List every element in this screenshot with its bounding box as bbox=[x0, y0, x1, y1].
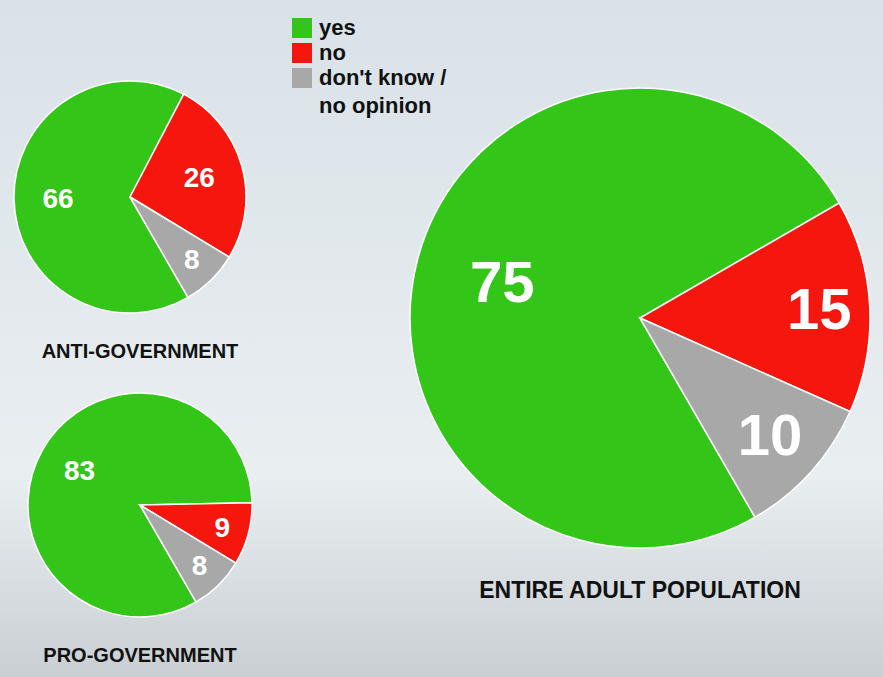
chart-canvas: 66 26 8 ANTI-GOVERNMENT yesnodon't know /no … bbox=[0, 0, 883, 677]
legend-swatch bbox=[292, 68, 312, 88]
chart-title: ENTIRE ADULT POPULATION bbox=[479, 577, 801, 603]
data-labels: 83 98 bbox=[64, 455, 230, 581]
legend-swatch bbox=[292, 43, 312, 63]
legend: yesnodon't know /no opinion bbox=[292, 15, 446, 118]
pie-slice bbox=[28, 393, 252, 617]
pie-chart bbox=[14, 81, 246, 313]
data-label: 15 bbox=[787, 276, 852, 341]
data-label: 26 bbox=[184, 162, 215, 193]
pie-slice bbox=[130, 197, 229, 297]
data-label: 9 bbox=[214, 512, 230, 543]
data-label: 8 bbox=[192, 550, 208, 581]
chart-title: PRO-GOVERNMENT bbox=[43, 644, 236, 666]
legend-swatch bbox=[292, 18, 312, 38]
data-labels: 75 15 10 bbox=[470, 249, 851, 468]
pie-chart bbox=[28, 393, 252, 617]
legend-label: don't know /no opinion bbox=[319, 65, 446, 118]
legend-label: no bbox=[319, 40, 346, 65]
data-label: 83 bbox=[64, 455, 95, 486]
chart-title: ANTI-GOVERNMENT bbox=[42, 340, 239, 362]
data-label: 75 bbox=[470, 249, 535, 314]
pie-chart bbox=[410, 88, 870, 548]
data-label: 10 bbox=[738, 402, 803, 467]
data-labels: 66 26 8 bbox=[43, 162, 215, 275]
legend-label: yes bbox=[319, 15, 356, 40]
data-label: 66 bbox=[43, 183, 74, 214]
background bbox=[0, 0, 883, 677]
pie-slice bbox=[140, 505, 236, 602]
data-label: 8 bbox=[184, 244, 200, 275]
pie-slice bbox=[640, 318, 850, 517]
